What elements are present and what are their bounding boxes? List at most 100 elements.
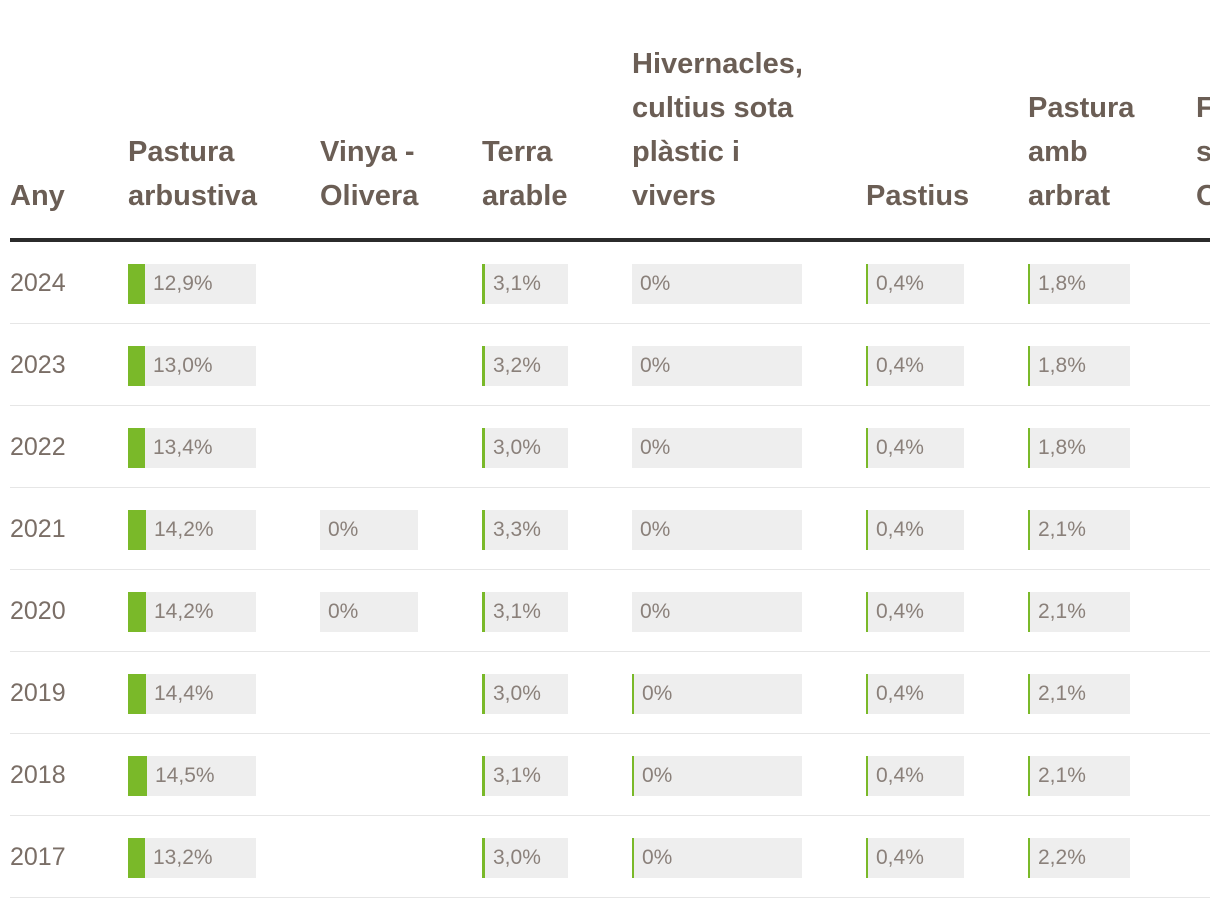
value-bar [482,756,485,796]
value-bar [1028,674,1030,714]
value-cell: 14,5% [128,756,256,796]
value-cell: 0% [320,510,418,550]
value-bar [128,756,147,796]
value-cell: 3,1% [482,756,568,796]
value-bar [128,592,146,632]
value-label: 0,4% [876,846,924,869]
value-bar [1028,756,1030,796]
value-cell: 0% [320,592,418,632]
value-bar [128,838,145,878]
value-cell: 3,2% [482,346,568,386]
value-bar [632,838,634,878]
value-bar [1028,838,1030,878]
value-label: 14,4% [154,682,214,705]
value-bar [866,674,868,714]
value-cell: 0,4% [866,674,964,714]
value-cell: 0% [632,838,802,878]
value-cell: 3,0% [482,838,568,878]
value-cell: 2,1% [1028,674,1130,714]
value-label: 0% [328,600,359,623]
value-cell: 12,9% [128,264,256,304]
value-cell: 0,4% [866,592,964,632]
value-cell: 0% [632,346,802,386]
value-bar [482,346,485,386]
value-label: 3,1% [493,764,541,787]
value-label: 0% [640,600,671,623]
value-cell: 3,0% [482,674,568,714]
value-label: 0% [642,682,673,705]
value-label: 0% [640,354,671,377]
value-label: 0% [642,846,673,869]
column-header: F se O [1196,92,1210,212]
value-bar [482,510,485,550]
value-label: 3,2% [493,354,541,377]
value-label: 14,5% [155,764,215,787]
value-cell: 3,0% [482,428,568,468]
value-label: 13,4% [153,436,213,459]
value-label: 14,2% [154,600,214,623]
table-row: 2019 14,4% 3,0% 0% 0,4% 2,1% [10,652,1210,734]
value-cell: 2,1% [1028,592,1130,632]
column-header: Pastura arbustiva [128,136,257,212]
value-cell: 3,1% [482,264,568,304]
value-bar [482,838,485,878]
value-label: 0,4% [876,518,924,541]
row-year: 2024 [10,269,66,297]
table-row: 2022 13,4% 3,0% 0% 0,4% 1,8% [10,406,1210,488]
table-row: 2023 13,0% 3,2% 0% 0,4% 1,8% [10,324,1210,406]
column-header: Hivernacles, cultius sota plàstic i vive… [632,48,803,212]
value-bar [482,674,485,714]
value-bar [128,346,145,386]
value-label: 3,0% [493,436,541,459]
value-label: 0% [640,272,671,295]
value-bar [866,264,868,304]
row-year: 2023 [10,351,66,379]
column-header: Pastura amb arbrat [1028,92,1135,212]
value-cell: 0,4% [866,756,964,796]
value-bar [1028,264,1030,304]
value-label: 13,0% [153,354,213,377]
value-bar [632,756,634,796]
value-cell: 2,1% [1028,756,1130,796]
value-label: 0% [640,518,671,541]
value-label: 0,4% [876,354,924,377]
value-cell: 13,4% [128,428,256,468]
value-cell: 0,4% [866,264,964,304]
value-bar [866,756,868,796]
value-label: 0,4% [876,436,924,459]
value-cell: 0% [632,510,802,550]
value-label: 0% [640,436,671,459]
value-cell: 0% [632,264,802,304]
value-label: 1,8% [1038,436,1086,459]
value-cell: 2,1% [1028,510,1130,550]
table-row: 2021 14,2% 0% 3,3% 0% 0,4% 2,1% [10,488,1210,570]
value-bar [866,346,868,386]
column-header-year: Any [10,180,65,212]
value-cell: 1,8% [1028,428,1130,468]
value-cell: 3,3% [482,510,568,550]
value-label: 14,2% [154,518,214,541]
value-bar [128,264,145,304]
value-cell: 0% [632,592,802,632]
value-bar [482,264,485,304]
value-label: 1,8% [1038,354,1086,377]
value-cell: 0,4% [866,838,964,878]
value-cell: 14,4% [128,674,256,714]
value-label: 3,0% [493,846,541,869]
value-label: 0% [328,518,359,541]
row-year: 2020 [10,597,66,625]
column-header: Pastius [866,180,970,212]
value-bar [482,592,485,632]
value-cell: 0% [632,756,802,796]
value-cell: 14,2% [128,592,256,632]
value-cell: 2,2% [1028,838,1130,878]
value-label: 2,1% [1038,682,1086,705]
value-label: 3,1% [493,600,541,623]
value-bar [866,428,868,468]
row-year: 2018 [10,761,66,789]
column-header: Terra arable [482,136,568,212]
table-header: Any Pastura arbustiva Vinya - Olivera Terra… [10,0,1210,242]
table-row: 2024 12,9% 3,1% 0% 0,4% 1,8% [10,242,1210,324]
value-cell: 0% [632,674,802,714]
value-cell: 1,8% [1028,264,1130,304]
